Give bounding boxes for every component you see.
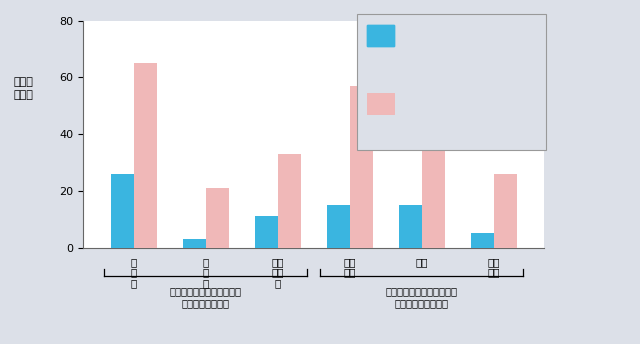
- Text: 同年代の日本人の
平均有病率: 同年代の日本人の 平均有病率: [403, 89, 451, 111]
- Bar: [255, 216, 278, 248]
- Bar: [326, 205, 349, 248]
- Text: 有病率
（％）: 有病率 （％）: [13, 77, 33, 100]
- Bar: [134, 63, 157, 248]
- Bar: [367, 93, 394, 114]
- Bar: [367, 25, 394, 46]
- Bar: [422, 49, 445, 248]
- Text: 金立水曜登山会
（平均69歳、126名）: 金立水曜登山会 （平均69歳、126名）: [403, 21, 476, 43]
- Text: メタボリックシンドローム
（代謝系の疾患）: メタボリックシンドローム （代謝系の疾患）: [170, 286, 242, 308]
- Bar: [470, 234, 493, 248]
- FancyBboxPatch shape: [357, 14, 547, 150]
- Bar: [493, 174, 516, 248]
- Bar: [205, 188, 228, 248]
- Text: ロコモティブシンドローム
（運動器系の障害）: ロコモティブシンドローム （運動器系の障害）: [385, 286, 458, 308]
- Bar: [349, 86, 372, 248]
- Bar: [278, 154, 301, 248]
- Bar: [111, 174, 134, 248]
- Bar: [399, 205, 422, 248]
- Bar: [182, 239, 205, 248]
